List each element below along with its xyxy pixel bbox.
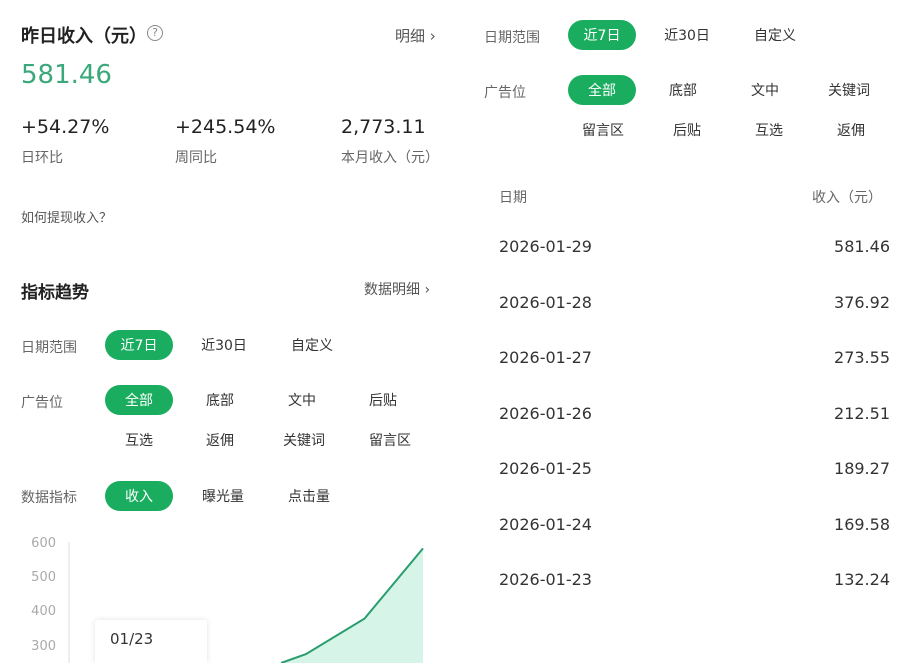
row-date: 2026-01-23 (499, 570, 592, 589)
yesterday-income-value: 581.46 (21, 60, 112, 90)
row-date: 2026-01-24 (499, 514, 592, 534)
date-option-30d[interactable]: 近30日 (201, 338, 247, 354)
row-income: 376.92 (834, 292, 890, 312)
row-date: 2026-01-28 (499, 292, 592, 312)
stat-label: 日环比 (21, 150, 63, 166)
y-tick: 600 (31, 536, 56, 551)
ad-option[interactable]: 文中 (288, 393, 316, 409)
ad-option[interactable]: 返佣 (206, 433, 234, 449)
data-detail-link[interactable]: 数据明细 › (364, 279, 430, 299)
right-date-option-30d[interactable]: 近30日 (664, 28, 710, 44)
date-option-7d[interactable]: 近7日 (105, 330, 173, 360)
column-header-income: 收入（元） (812, 190, 882, 206)
row-income: 132.24 (834, 570, 890, 589)
chevron-right-icon: › (424, 282, 431, 298)
stat-value: 2,773.11 (341, 116, 426, 138)
y-tick: 500 (31, 570, 56, 585)
y-tick: 300 (31, 639, 56, 654)
right-ad-option[interactable]: 全部 (568, 75, 636, 105)
row-date: 2026-01-26 (499, 403, 592, 423)
income-area (281, 548, 423, 663)
metric-label: 数据指标 (21, 490, 77, 506)
row-income: 169.58 (834, 514, 890, 534)
stat-value: +245.54% (175, 116, 276, 138)
trend-title: 指标趋势 (21, 283, 89, 303)
row-income: 212.51 (834, 403, 890, 423)
ad-option[interactable]: 后贴 (369, 393, 397, 409)
metric-option[interactable]: 曝光量 (202, 489, 244, 505)
ad-option[interactable]: 全部 (105, 385, 173, 415)
metric-option[interactable]: 点击量 (288, 489, 330, 505)
right-date-option-custom[interactable]: 自定义 (754, 28, 796, 44)
right-date-range-label: 日期范围 (484, 30, 540, 46)
right-ad-option[interactable]: 留言区 (582, 123, 624, 139)
y-tick: 400 (31, 604, 56, 619)
right-ad-option[interactable]: 底部 (669, 83, 697, 99)
chart-tooltip: 01/23 (95, 620, 207, 663)
ad-option[interactable]: 底部 (206, 393, 234, 409)
date-range-label: 日期范围 (21, 340, 77, 356)
ad-option[interactable]: 留言区 (369, 433, 411, 449)
income-line (280, 547, 424, 663)
right-date-option-7d[interactable]: 近7日 (568, 20, 636, 50)
ad-option[interactable]: 关键词 (283, 433, 325, 449)
row-income: 189.27 (834, 459, 890, 478)
ad-option[interactable]: 互选 (125, 433, 153, 449)
detail-link[interactable]: 明细 › (395, 25, 436, 46)
row-date: 2026-01-25 (499, 459, 592, 478)
stat-value: +54.27% (21, 116, 110, 138)
tooltip-date: 01/23 (110, 630, 154, 648)
income-chart: 600 500 400 300 (31, 536, 424, 663)
right-ad-option[interactable]: 返佣 (837, 123, 865, 139)
yesterday-income-title: 昨日收入（元） (21, 26, 147, 47)
data-detail-label: 数据明细 (364, 282, 420, 298)
right-ad-option[interactable]: 关键词 (828, 83, 870, 99)
metric-option[interactable]: 收入 (105, 481, 173, 511)
detail-link-label: 明细 (395, 27, 426, 45)
row-date: 2026-01-29 (499, 237, 592, 256)
row-date: 2026-01-27 (499, 348, 592, 367)
right-ad-option[interactable]: 文中 (751, 83, 779, 99)
chevron-right-icon: › (429, 27, 436, 45)
date-option-custom[interactable]: 自定义 (291, 338, 333, 354)
row-income: 581.46 (834, 237, 890, 256)
column-header-date: 日期 (499, 190, 527, 206)
stat-label: 周同比 (175, 150, 217, 166)
right-ad-option[interactable]: 后贴 (673, 123, 701, 139)
stat-label: 本月收入（元） (341, 150, 439, 166)
row-income: 273.55 (834, 348, 890, 367)
right-ad-option[interactable]: 互选 (755, 123, 783, 139)
ad-position-label: 广告位 (21, 395, 63, 411)
right-ad-position-label: 广告位 (484, 85, 526, 101)
question-circle-icon[interactable]: ? (147, 25, 163, 41)
withdraw-link[interactable]: 如何提现收入？ (21, 211, 113, 226)
